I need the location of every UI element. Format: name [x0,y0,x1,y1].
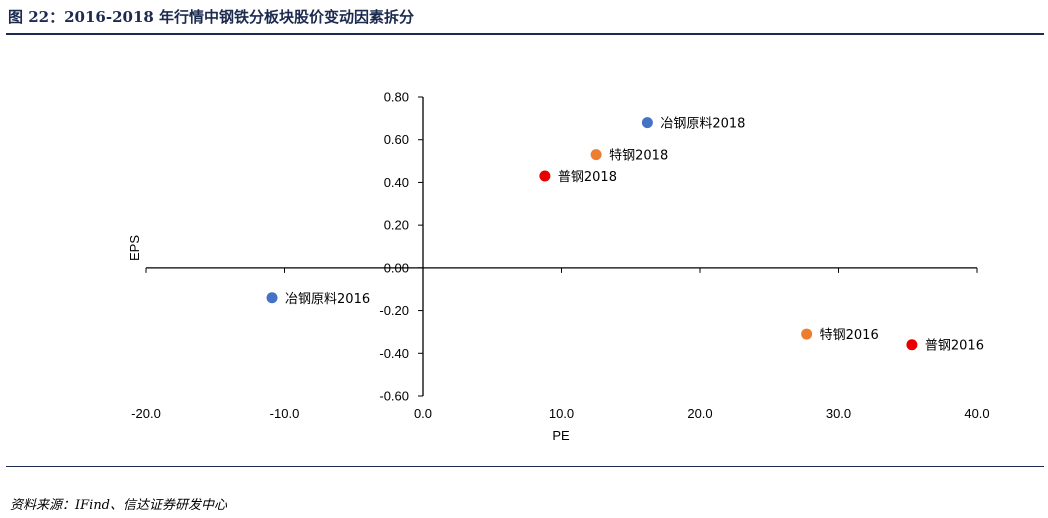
x-tick-label: 30.0 [826,406,851,421]
data-point [641,117,653,129]
tick-labels: -20.0 -10.0 0.0 10.0 20.0 30.0 40.0 0.80 0.60 0.4… [131,90,989,422]
data-point-label: 冶钢原料2016 [285,292,370,307]
data-point [906,339,918,351]
figure-title: 图 22：2016-2018 年行情中钢铁分板块股价变动因素拆分 [8,8,415,26]
y-tick-label: -0.40 [379,346,409,361]
y-tick-label: 0.00 [384,260,409,275]
data-point [266,292,278,304]
axes [145,96,978,397]
top-rule [6,33,1044,35]
data-point-label: 特钢2016 [820,328,879,343]
data-point [590,149,602,161]
data-point [801,328,813,340]
data-points: 冶钢原料2018 特钢2018 普钢2018 冶钢原料2016 特钢2016 普钢2016 [266,117,984,354]
data-point-label: 普钢2016 [925,339,984,354]
x-tick-label: -20.0 [131,406,161,421]
x-tick-label: -10.0 [270,406,300,421]
bottom-rule [6,466,1044,467]
y-tick-label: -0.20 [379,303,409,318]
y-axis-label: EPS [127,235,142,261]
x-tick-label: 40.0 [964,406,989,421]
x-tick-label: 10.0 [549,406,574,421]
data-point-label: 普钢2018 [558,170,617,185]
y-tick-label: -0.60 [379,389,409,404]
x-axis-label: PE [552,428,570,443]
y-tick-label: 0.40 [384,175,409,190]
x-tick-label: 0.0 [414,406,432,421]
data-point-label: 特钢2018 [609,149,668,164]
data-point [539,170,551,182]
data-point-label: 冶钢原料2018 [660,117,745,132]
source-note: 资料来源：IFind、信达证券研发中心 [10,498,228,513]
y-tick-label: 0.80 [384,90,409,105]
y-tick-label: 0.60 [384,132,409,147]
y-tick-label: 0.20 [384,218,409,233]
x-tick-label: 20.0 [687,406,712,421]
